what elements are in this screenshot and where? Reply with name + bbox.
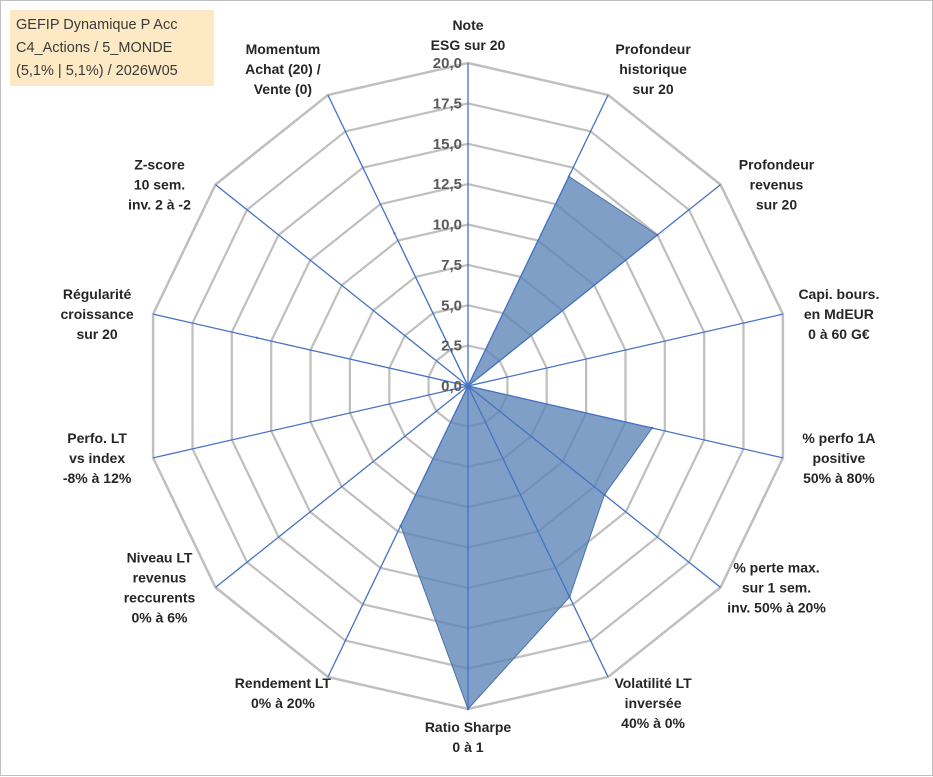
axis-label-line: sur 20 <box>632 81 673 97</box>
axis-label-5: % perte max. sur 1 sem. inv. 50% à 20% <box>727 559 826 615</box>
axis-label-9: Niveau LT revenus reccurents 0% à 6% <box>124 549 196 625</box>
axis-label-12: Z-score 10 sem. inv. 2 à -2 <box>128 157 191 213</box>
axis-label-line: 0% à 6% <box>131 609 188 625</box>
axis-label-7: Ratio Sharpe 0 à 1 <box>425 719 512 755</box>
tick-label-2: 5,0 <box>441 297 462 314</box>
axis-label-line: Perfo. LT <box>67 430 127 446</box>
tick-label-8: 20,0 <box>433 55 462 72</box>
axis-label-line: Profondeur <box>739 157 815 173</box>
axis-spoke-10 <box>152 385 469 459</box>
axis-label-line: % perte max. <box>733 559 819 575</box>
tick-label-6: 15,0 <box>433 136 462 153</box>
axis-label-6: Volatilité LT inversée 40% à 0% <box>614 675 692 731</box>
axis-label-line: Note <box>452 17 483 33</box>
axis-label-line: positive <box>812 450 865 466</box>
axis-label-line: inversée <box>625 695 682 711</box>
axis-label-line: Niveau LT <box>127 549 193 565</box>
axis-label-line: 0 à 60 G€ <box>808 326 870 342</box>
axis-label-line: sur 20 <box>76 326 117 342</box>
axis-label-line: Volatilité LT <box>614 675 692 691</box>
tick-label-5: 12,5 <box>433 176 462 193</box>
axis-label-4: % perfo 1A positive 50% à 80% <box>802 430 875 486</box>
axis-label-0: Note ESG sur 20 <box>431 17 506 53</box>
axis-label-line: 50% à 80% <box>803 470 875 486</box>
axis-spoke-1 <box>467 94 609 387</box>
axis-spoke-12 <box>215 184 469 387</box>
axis-label-line: 10 sem. <box>134 177 185 193</box>
axis-label-line: Vente (0) <box>254 81 312 97</box>
tick-labels: 0,0 2,5 5,0 7,5 10,0 12,5 15,0 17,5 20,0 <box>433 55 462 395</box>
axis-label-line: reccurents <box>124 589 196 605</box>
fund-info-box: GEFIP Dynamique P Acc C4_Actions / 5_MON… <box>10 10 214 86</box>
axis-label-line: sur 20 <box>756 197 797 213</box>
axis-label-11: Régularité croissance sur 20 <box>61 286 134 342</box>
tick-label-0: 0,0 <box>441 378 462 395</box>
axis-label-line: 0% à 20% <box>251 695 315 711</box>
axis-label-line: Z-score <box>134 157 185 173</box>
axis-label-line: Régularité <box>63 286 132 302</box>
tick-label-3: 7,5 <box>441 257 462 274</box>
axis-label-line: croissance <box>61 306 134 322</box>
axis-label-line: -8% à 12% <box>63 470 132 486</box>
axis-label-line: 40% à 0% <box>621 715 685 731</box>
axis-label-line: 0 à 1 <box>452 739 483 755</box>
axis-label-line: Profondeur <box>615 41 691 57</box>
axis-label-line: historique <box>619 61 687 77</box>
axis-label-line: ESG sur 20 <box>431 37 506 53</box>
axis-label-line: vs index <box>69 450 125 466</box>
axis-labels: Note ESG sur 20 Profondeur historique sur 20… <box>61 17 880 755</box>
axis-label-13: Momentum Achat (20) / Vente (0) <box>245 41 321 97</box>
axis-label-8: Rendement LT 0% à 20% <box>235 675 332 711</box>
axis-spoke-4 <box>467 385 784 459</box>
axis-spoke-13 <box>327 94 469 387</box>
axis-spoke-9 <box>215 385 469 588</box>
axis-label-line: Achat (20) / <box>245 61 321 77</box>
axis-label-2: Profondeur revenus sur 20 <box>739 157 815 213</box>
axis-label-1: Profondeur historique sur 20 <box>615 41 691 97</box>
tick-label-1: 2,5 <box>441 338 462 355</box>
axis-label-line: Capi. bours. <box>798 286 879 302</box>
fund-period: (5,1% | 5,1%) / 2026W05 <box>16 63 178 79</box>
axis-label-line: Rendement LT <box>235 675 332 691</box>
axis-label-10: Perfo. LT vs index -8% à 12% <box>63 430 132 486</box>
axis-label-line: Momentum <box>246 41 321 57</box>
axis-label-line: inv. 2 à -2 <box>128 197 191 213</box>
axis-label-line: revenus <box>750 177 804 193</box>
axis-label-line: revenus <box>133 569 187 585</box>
axis-spoke-8 <box>327 385 469 678</box>
axis-label-line: % perfo 1A <box>802 430 875 446</box>
tick-label-4: 10,0 <box>433 217 462 234</box>
axis-label-line: en MdEUR <box>804 306 874 322</box>
axis-spoke-6 <box>467 385 609 678</box>
axis-spoke-11 <box>152 313 469 387</box>
fund-name: GEFIP Dynamique P Acc <box>16 17 178 33</box>
axis-label-3: Capi. bours. en MdEUR 0 à 60 G€ <box>798 286 879 342</box>
fund-category: C4_Actions / 5_MONDE <box>16 40 173 56</box>
axis-label-line: sur 1 sem. <box>742 579 811 595</box>
axis-spoke-3 <box>467 313 784 387</box>
axis-label-line: Ratio Sharpe <box>425 719 512 735</box>
axis-spoke-5 <box>467 385 721 588</box>
tick-label-7: 17,5 <box>433 95 462 112</box>
axis-label-line: inv. 50% à 20% <box>727 599 826 615</box>
axis-spokes <box>152 63 784 709</box>
axis-spoke-2 <box>467 184 721 387</box>
